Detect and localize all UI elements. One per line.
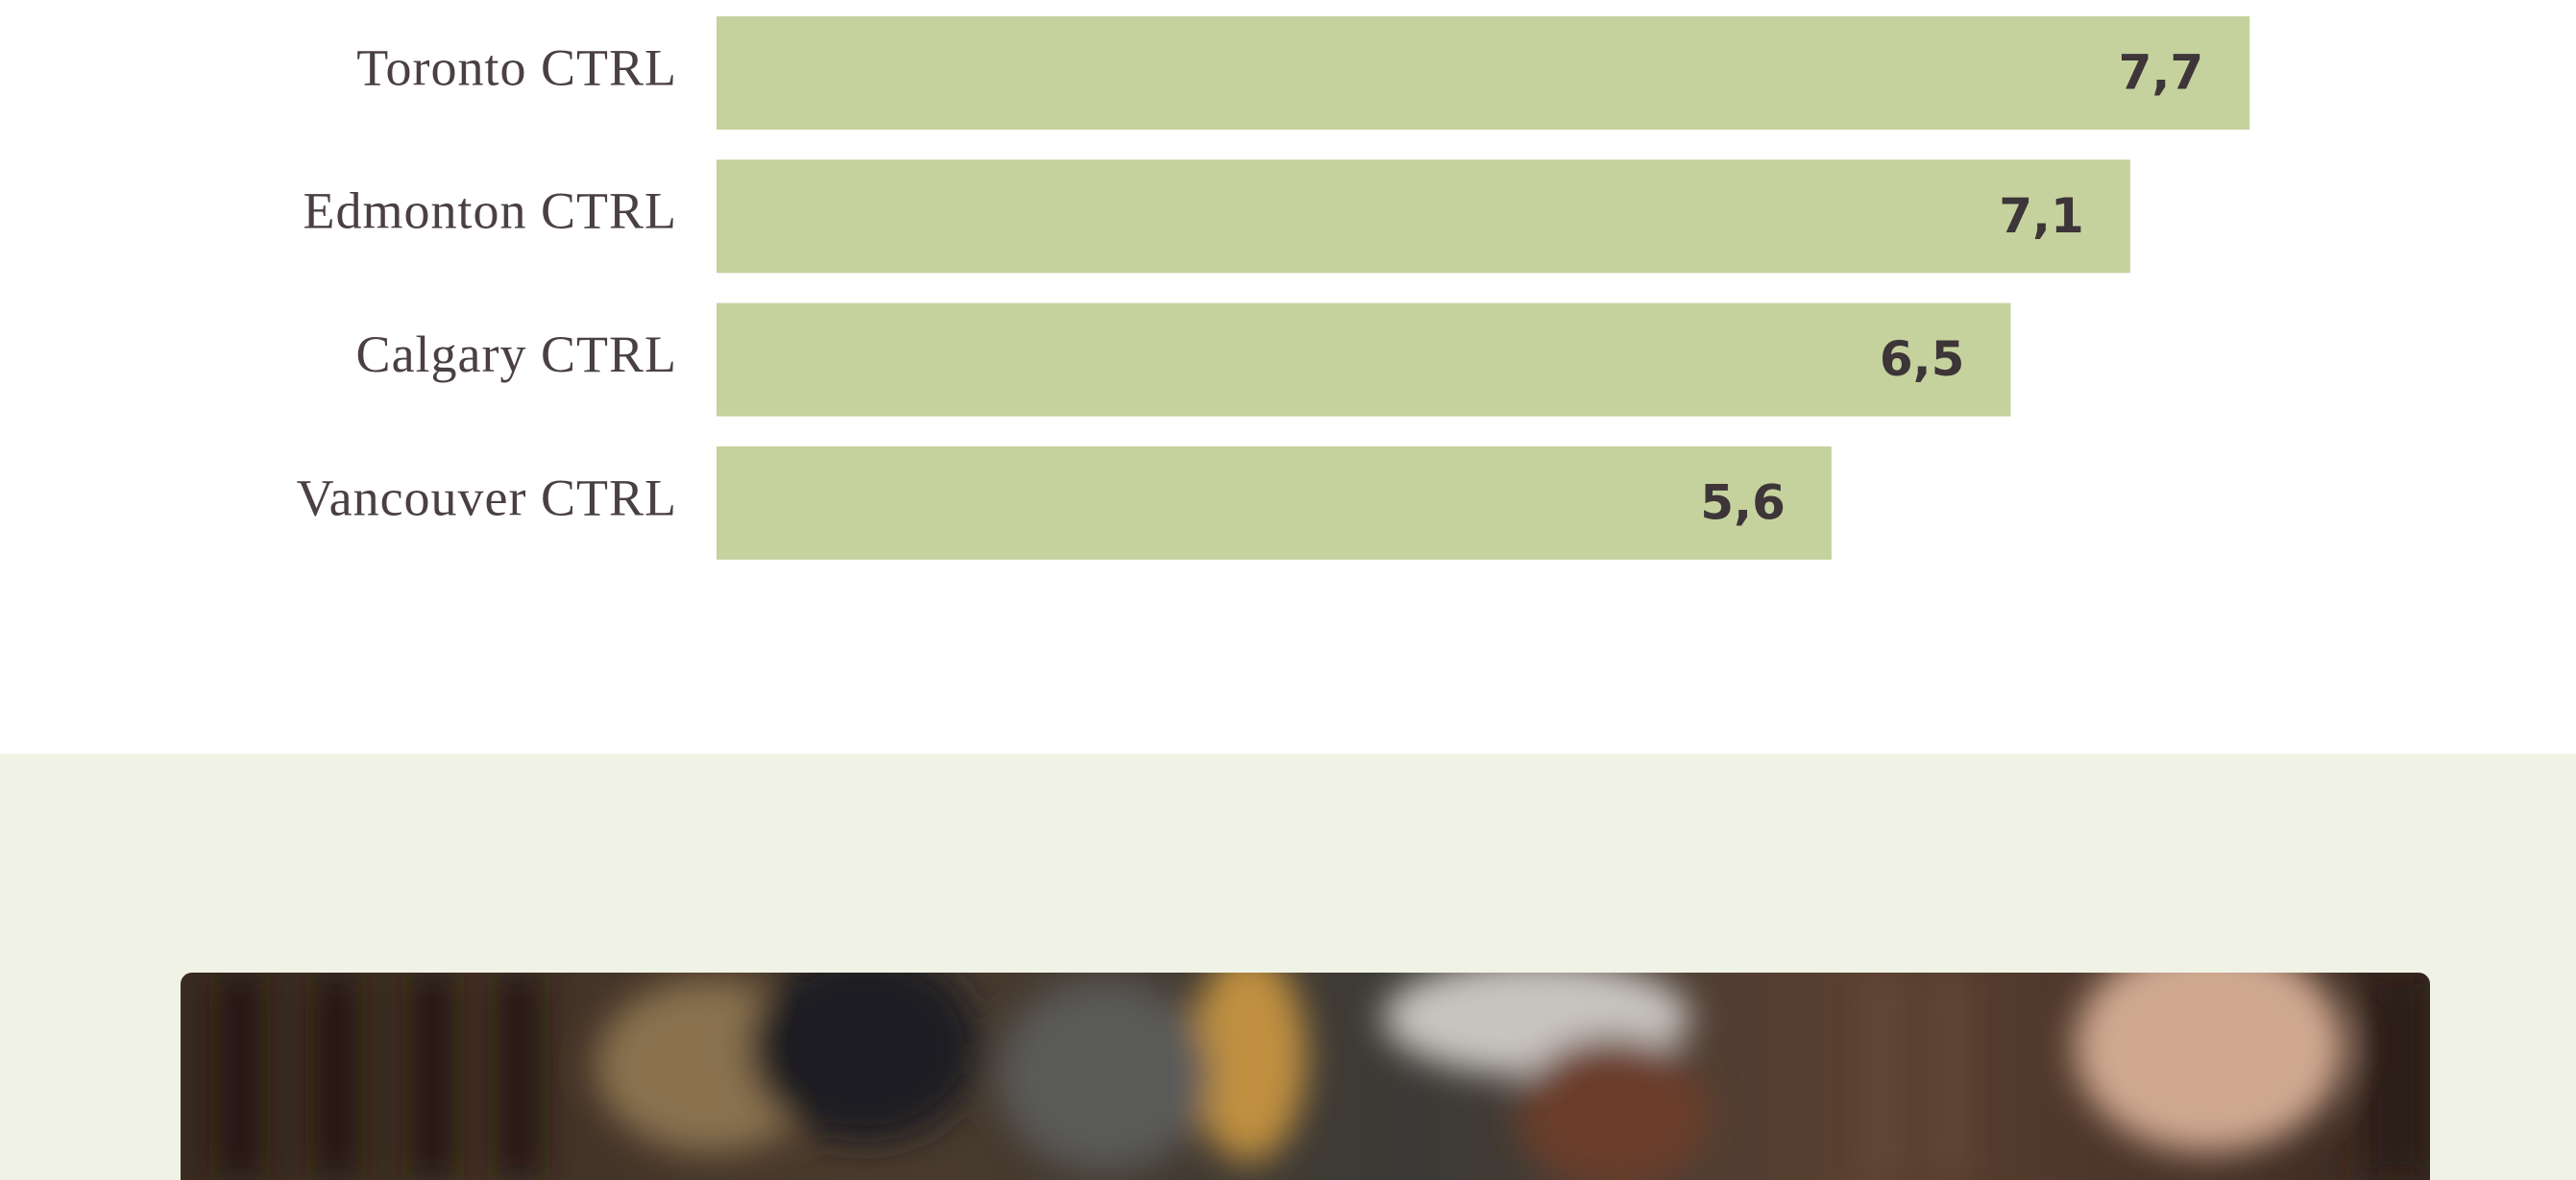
bar-chart: Toronto CTRL 7,7 Edmonton CTRL 7,1 Calgary C…: [297, 16, 2250, 560]
value-label: 7,1: [1999, 188, 2084, 244]
category-label: Vancouver CTRL: [297, 469, 677, 526]
bar: [717, 446, 1832, 560]
category-label: Calgary CTRL: [356, 325, 677, 383]
value-label: 6,5: [1880, 331, 1965, 387]
category-label: Edmonton CTRL: [304, 182, 678, 240]
page: Toronto CTRL 7,7 Edmonton CTRL 7,1 Calgary C…: [0, 0, 2576, 1180]
value-label: 7,7: [2119, 45, 2204, 101]
category-label: Toronto CTRL: [356, 38, 677, 96]
value-label: 5,6: [1700, 474, 1786, 530]
bar: [717, 159, 2130, 273]
bar: [717, 303, 2010, 417]
bar: [717, 16, 2249, 130]
photo: [181, 941, 2430, 1180]
